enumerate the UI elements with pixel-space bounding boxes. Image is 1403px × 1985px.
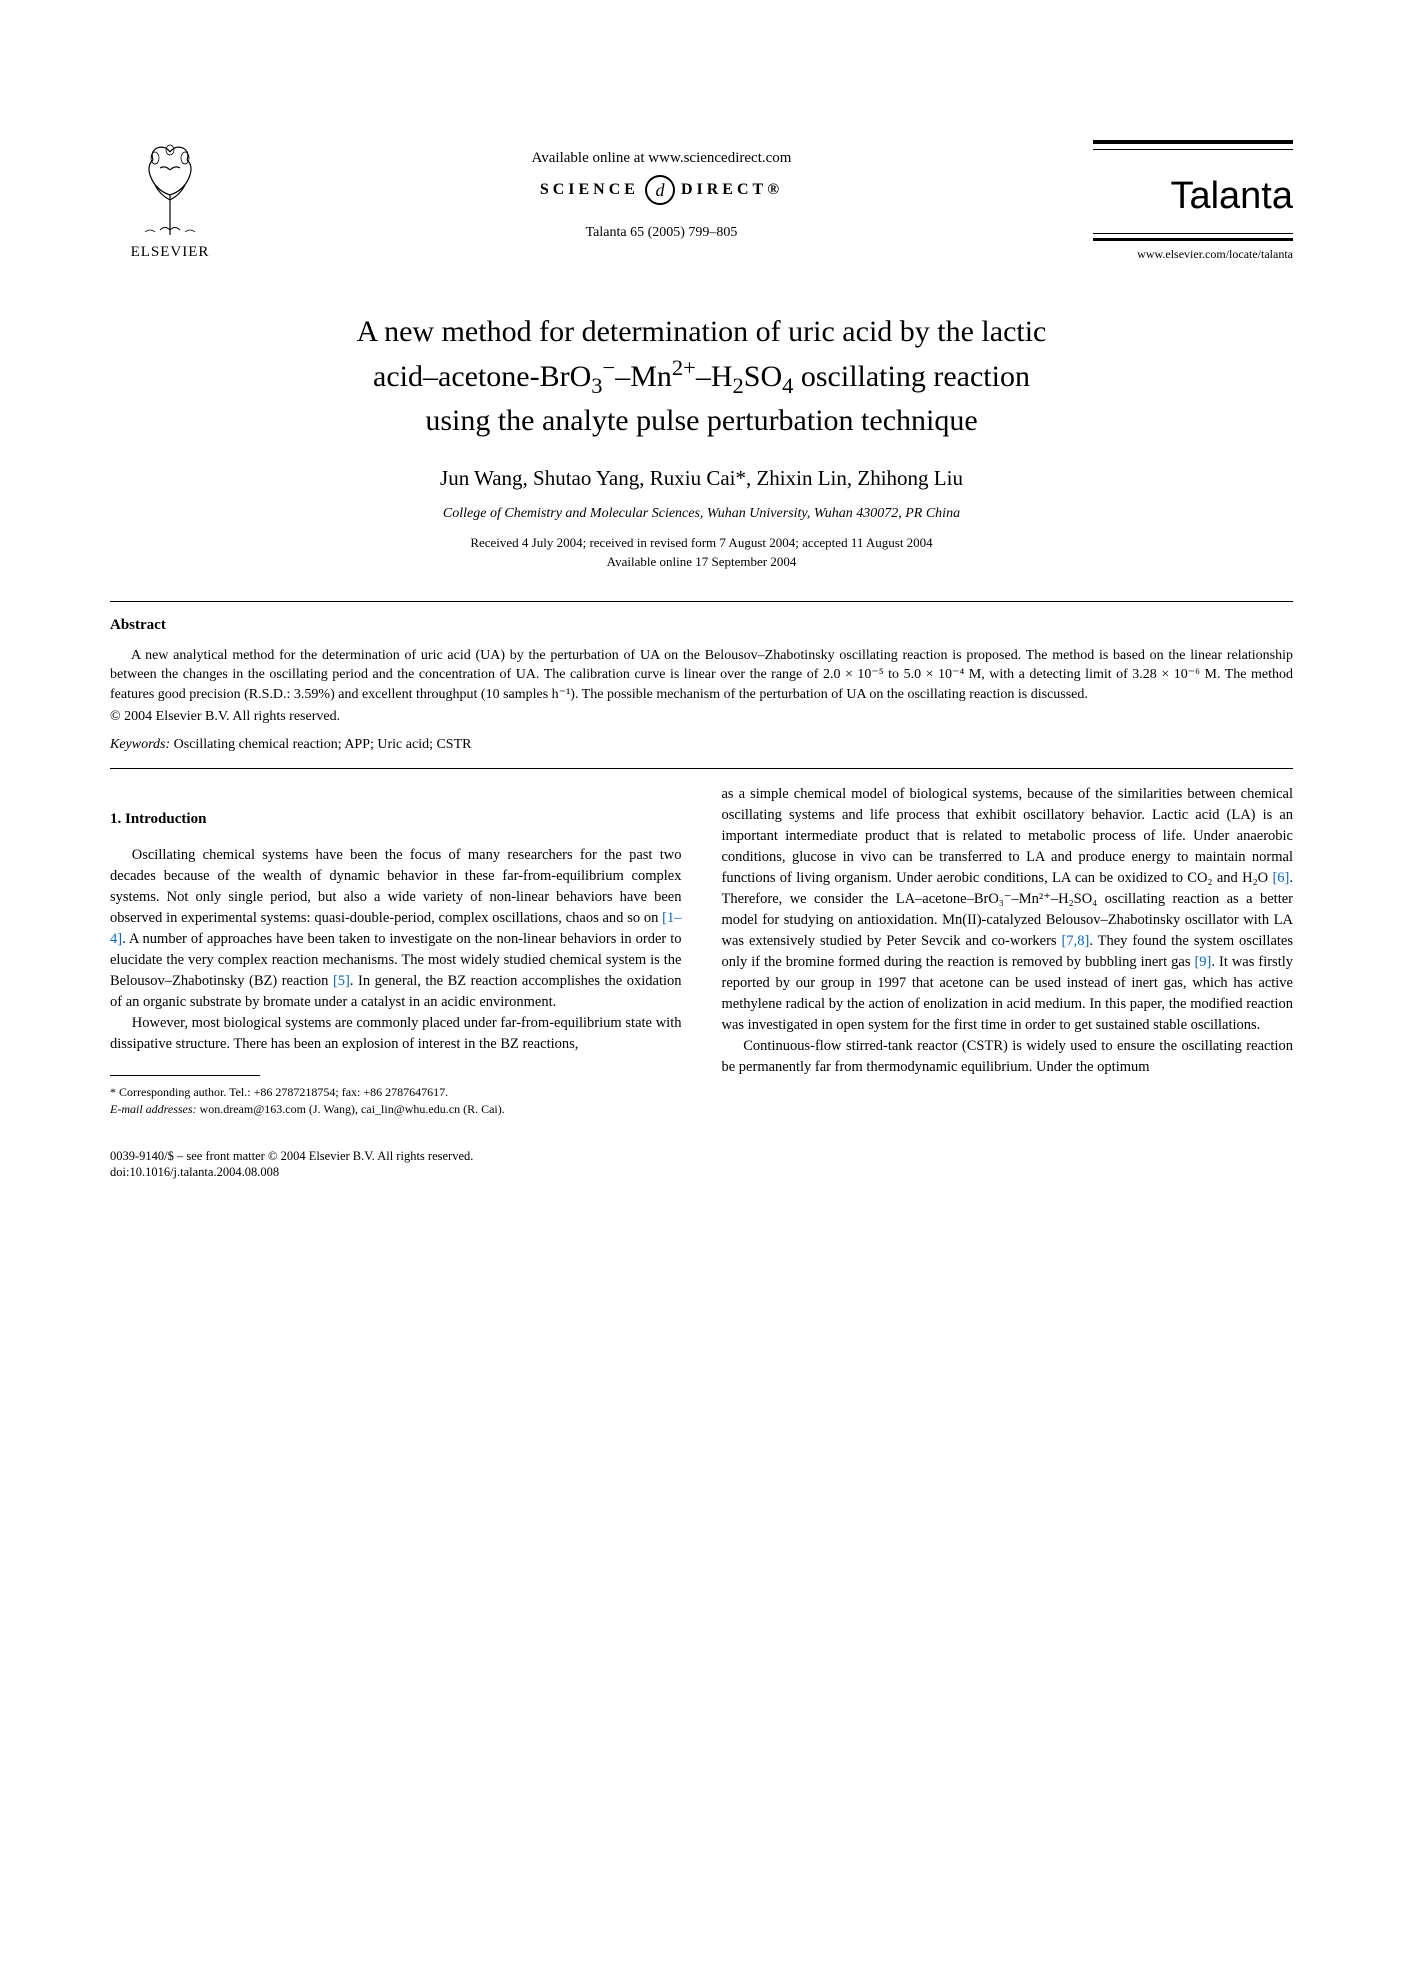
online-date: Available online 17 September 2004 xyxy=(607,554,797,569)
affiliation: College of Chemistry and Molecular Scien… xyxy=(110,506,1293,522)
journal-reference: Talanta 65 (2005) 799–805 xyxy=(230,225,1093,241)
ref-link-5[interactable]: [5] xyxy=(333,973,350,989)
title-sub2: 2 xyxy=(733,373,744,398)
ref-link-6[interactable]: [6] xyxy=(1272,870,1289,886)
available-online-text: Available online at www.sciencedirect.co… xyxy=(230,150,1093,167)
brand-rule-top xyxy=(1093,140,1293,150)
article-title: A new method for determination of uric a… xyxy=(110,312,1293,441)
title-sup2: 2+ xyxy=(672,355,696,380)
paragraph-4: Continuous-flow stirred-tank reactor (CS… xyxy=(722,1036,1294,1078)
elsevier-tree-icon xyxy=(125,140,215,240)
front-matter-line: 0039-9140/$ – see front matter © 2004 El… xyxy=(110,1148,1293,1164)
journal-header: ELSEVIER Available online at www.science… xyxy=(110,140,1293,262)
sciencedirect-logo: SCIENCE d DIRECT® xyxy=(230,175,1093,205)
ref-link-7-8[interactable]: [7,8] xyxy=(1062,933,1090,949)
title-mid1: –Mn xyxy=(615,360,672,393)
ref-link-9[interactable]: [9] xyxy=(1194,954,1211,970)
brand-rule-bottom xyxy=(1093,233,1293,241)
page-footer: 0039-9140/$ – see front matter © 2004 El… xyxy=(110,1148,1293,1181)
email-addresses: won.dream@163.com (J. Wang), cai_lin@whu… xyxy=(197,1102,505,1116)
title-line-2-pre: acid–acetone-BrO xyxy=(373,360,591,393)
footnote-separator xyxy=(110,1075,260,1076)
sciencedirect-left: SCIENCE xyxy=(540,181,639,199)
authors-list: Jun Wang, Shutao Yang, Ruxiu Cai*, Zhixi… xyxy=(110,466,1293,491)
doi-line: doi:10.1016/j.talanta.2004.08.008 xyxy=(110,1164,1293,1180)
right-column: as a simple chemical model of biological… xyxy=(722,784,1294,1119)
email-line: E-mail addresses: won.dream@163.com (J. … xyxy=(110,1101,682,1118)
keywords-line: Keywords: Oscillating chemical reaction;… xyxy=(110,737,1293,753)
paragraph-3: as a simple chemical model of biological… xyxy=(722,784,1294,1036)
received-date: Received 4 July 2004; received in revise… xyxy=(470,535,932,550)
publisher-name: ELSEVIER xyxy=(131,244,210,261)
title-sub: 3 xyxy=(591,373,602,398)
body-columns: 1. Introduction Oscillating chemical sys… xyxy=(110,784,1293,1119)
sciencedirect-circle-icon: d xyxy=(645,175,675,205)
paragraph-1: Oscillating chemical systems have been t… xyxy=(110,845,682,1013)
title-line-3: using the analyte pulse perturbation tec… xyxy=(425,404,977,437)
abstract-text: A new analytical method for the determin… xyxy=(110,646,1293,705)
title-line-1: A new method for determination of uric a… xyxy=(357,315,1047,348)
sciencedirect-right: DIRECT® xyxy=(681,181,783,199)
title-mid2: –H xyxy=(696,360,733,393)
title-mid3: SO xyxy=(744,360,782,393)
section-1-heading: 1. Introduction xyxy=(110,809,682,831)
publisher-block: ELSEVIER xyxy=(110,140,230,261)
journal-url: www.elsevier.com/locate/talanta xyxy=(1093,247,1293,262)
keywords-label: Keywords: xyxy=(110,737,170,752)
article-dates: Received 4 July 2004; received in revise… xyxy=(110,534,1293,570)
divider-2 xyxy=(110,768,1293,769)
abstract-heading: Abstract xyxy=(110,617,1293,634)
title-sub3: 4 xyxy=(782,373,793,398)
divider-1 xyxy=(110,601,1293,602)
center-header: Available online at www.sciencedirect.co… xyxy=(230,140,1093,241)
corr-author-line: * Corresponding author. Tel.: +86 278721… xyxy=(110,1084,682,1101)
corresponding-author-footnote: * Corresponding author. Tel.: +86 278721… xyxy=(110,1084,682,1118)
left-column: 1. Introduction Oscillating chemical sys… xyxy=(110,784,682,1119)
journal-brand-block: Talanta www.elsevier.com/locate/talanta xyxy=(1093,140,1293,262)
journal-name: Talanta xyxy=(1093,175,1293,218)
copyright-line: © 2004 Elsevier B.V. All rights reserved… xyxy=(110,709,1293,725)
email-label: E-mail addresses: xyxy=(110,1102,197,1116)
paragraph-2: However, most biological systems are com… xyxy=(110,1013,682,1055)
title-sup: − xyxy=(603,355,616,380)
keywords-text: Oscillating chemical reaction; APP; Uric… xyxy=(170,737,471,752)
title-line-2-post: oscillating reaction xyxy=(793,360,1030,393)
